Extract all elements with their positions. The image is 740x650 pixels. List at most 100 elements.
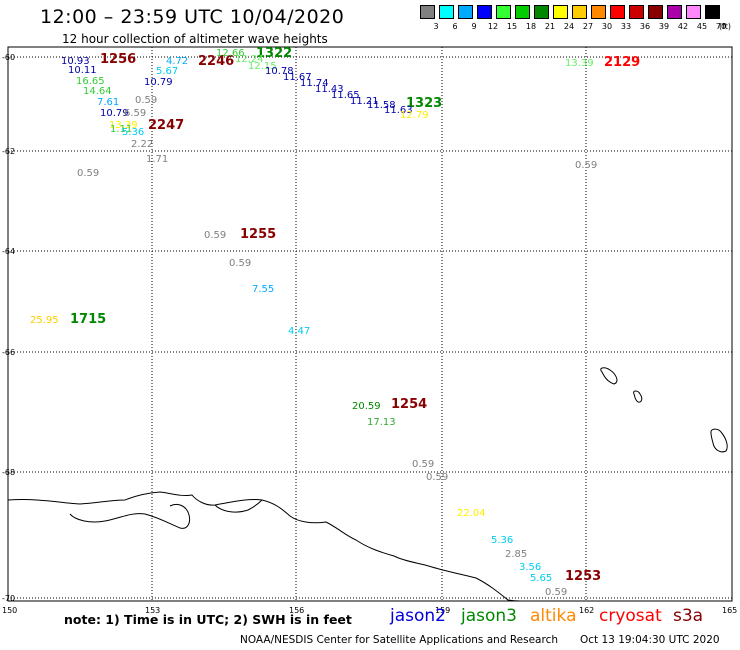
color-swatch	[591, 5, 606, 19]
satellite-legend-item: jason2	[390, 606, 446, 626]
wave-height-label: 5.67	[156, 66, 178, 77]
wave-height-label: 5.36	[122, 127, 144, 138]
color-swatch-label: 39	[658, 22, 670, 31]
color-swatch	[648, 5, 663, 19]
satellite-legend-item: s3a	[673, 606, 704, 626]
wave-height-label: 20.59	[352, 401, 381, 412]
wave-height-label: 12.66	[216, 48, 245, 59]
satellite-legend-item: altika	[530, 606, 577, 626]
wave-height-label: 10.79	[144, 77, 173, 88]
color-swatch-label: 9	[471, 22, 477, 31]
generated-timestamp: Oct 13 19:04:30 UTC 2020	[580, 634, 720, 646]
color-swatch	[439, 5, 454, 19]
longitude-label: 165	[722, 606, 737, 615]
wave-height-label: 0.59	[229, 258, 251, 269]
wave-height-label: 12.15	[248, 61, 277, 72]
map-title: 12:00 – 23:59 UTC 10/04/2020	[40, 6, 345, 28]
color-swatch	[420, 5, 435, 19]
color-swatch-label: 6	[452, 22, 458, 31]
wave-height-label: 0.59	[426, 472, 448, 483]
color-swatch	[477, 5, 492, 19]
color-swatch-label: 70	[715, 22, 727, 31]
wave-height-label: 11.63	[384, 105, 413, 116]
pass-time-label: 1253	[565, 569, 601, 584]
wave-height-label: 0.59	[204, 230, 226, 241]
color-swatch	[572, 5, 587, 19]
pass-time-label: 2246	[198, 54, 234, 69]
wave-height-label: 11.74	[300, 78, 329, 89]
wave-height-label: 2.22	[131, 139, 153, 150]
wave-height-label: 11.65	[331, 90, 360, 101]
island-outline	[710, 428, 728, 453]
wave-height-label: 7.61	[97, 97, 119, 108]
color-swatch-label: 27	[582, 22, 594, 31]
wave-height-label: 0.59	[545, 587, 567, 598]
color-swatch	[629, 5, 644, 19]
wave-height-label: 0.59	[412, 459, 434, 470]
wave-height-label: 1.71	[146, 154, 168, 165]
wave-height-label: 0.59	[77, 168, 99, 179]
wave-height-label: 11.67	[283, 72, 312, 83]
satellite-legend-item: cryosat	[599, 606, 662, 626]
wave-height-label: 5.65	[530, 573, 552, 584]
color-swatch	[496, 5, 511, 19]
map-subtitle: 12 hour collection of altimeter wave hei…	[62, 32, 328, 46]
longitude-label: 156	[289, 606, 304, 615]
pass-time-label: 1715	[70, 312, 106, 327]
map-frame	[7, 46, 733, 602]
wave-height-label: 12.24	[235, 54, 264, 65]
wave-height-label: 3.56	[519, 562, 541, 573]
color-swatch	[705, 5, 720, 19]
pass-time-label: 2247	[148, 118, 184, 133]
latitude-label: -60	[2, 53, 15, 62]
color-swatch-label: 24	[563, 22, 575, 31]
color-swatch-label: 15	[506, 22, 518, 31]
latitude-label: -62	[2, 147, 15, 156]
longitude-label: 162	[579, 606, 594, 615]
wave-height-label: 1.11	[110, 124, 132, 135]
pass-time-label: 1323	[406, 96, 442, 111]
credit-text: NOAA/NESDIS Center for Satellite Applica…	[240, 634, 558, 646]
color-swatch	[610, 5, 625, 19]
wave-height-label: 16.65	[76, 76, 105, 87]
island-outline	[633, 390, 643, 403]
color-swatch-label: 42	[677, 22, 689, 31]
wave-height-label: 13.39	[109, 120, 138, 131]
wave-height-label: 22.04	[457, 508, 486, 519]
color-swatch-label: 12	[487, 22, 499, 31]
wave-height-label: 0.59	[575, 160, 597, 171]
latitude-label: -64	[2, 247, 15, 256]
wave-height-label: 10.79	[100, 108, 129, 119]
longitude-label: 150	[2, 606, 17, 615]
color-swatch-label: 30	[601, 22, 613, 31]
wave-height-label: 4.47	[288, 326, 310, 337]
wave-height-label: 11.21	[350, 96, 379, 107]
color-swatch	[458, 5, 473, 19]
pass-time-label: 1255	[240, 227, 276, 242]
color-swatch	[534, 5, 549, 19]
pass-time-label: 1254	[391, 397, 427, 412]
coastline-bay	[214, 499, 263, 513]
coastline-inlet	[69, 503, 191, 529]
latitude-label: -66	[2, 348, 15, 357]
wave-height-label: 5.36	[491, 535, 513, 546]
footer-note: note: 1) Time is in UTC; 2) SWH is in fe…	[64, 612, 352, 627]
color-swatch	[515, 5, 530, 19]
pass-time-label: 1256	[100, 52, 136, 67]
color-swatch-label: 33	[620, 22, 632, 31]
wave-height-label: 11.43	[315, 84, 344, 95]
wave-height-label: 13.39	[565, 58, 594, 69]
wave-height-label: 6.59	[124, 108, 146, 119]
satellite-legend-item: jason3	[461, 606, 517, 626]
wave-height-label: 14.64	[83, 86, 112, 97]
latitude-label: -68	[2, 468, 15, 477]
color-swatch-label: 18	[525, 22, 537, 31]
wave-height-label: 2.85	[505, 549, 527, 560]
pass-time-label: 2129	[604, 55, 640, 70]
wave-height-label: 10.11	[68, 65, 97, 76]
color-scale-unit: (ft)	[719, 22, 732, 31]
wave-height-label: 4.72	[166, 56, 188, 67]
color-swatch-label: 36	[639, 22, 651, 31]
longitude-label: 159	[435, 606, 450, 615]
wave-height-label: 10.78	[265, 66, 294, 77]
